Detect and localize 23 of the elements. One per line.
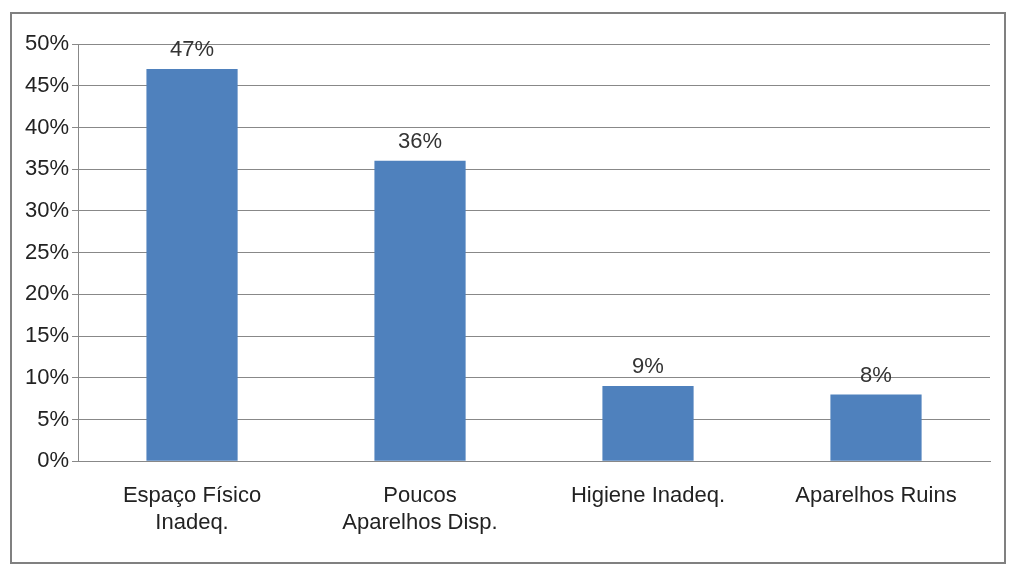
category-label: Higiene Inadeq. bbox=[570, 482, 726, 508]
bar bbox=[374, 160, 466, 461]
y-tick-label: 20% bbox=[24, 280, 70, 306]
bar bbox=[830, 394, 922, 461]
y-tick-label: 30% bbox=[24, 196, 70, 222]
y-tick-label: 45% bbox=[24, 71, 70, 97]
y-tick-label: 15% bbox=[24, 322, 70, 348]
bar bbox=[146, 69, 238, 461]
y-tick-label: 50% bbox=[24, 30, 70, 56]
y-tick-label: 25% bbox=[24, 238, 70, 264]
y-tick-label: 5% bbox=[37, 405, 70, 431]
category-label: Espaço Físico bbox=[122, 482, 262, 508]
data-label: 9% bbox=[632, 353, 664, 379]
y-tick-label: 35% bbox=[24, 155, 70, 181]
bar bbox=[602, 386, 694, 461]
y-tick-label: 10% bbox=[24, 363, 70, 389]
category-label: Aparelhos Ruins bbox=[795, 482, 957, 508]
category-label: Aparelhos Disp. bbox=[342, 508, 498, 534]
y-tick-label: 0% bbox=[37, 447, 70, 473]
y-tick-label: 40% bbox=[24, 113, 70, 139]
category-label: Inadeq. bbox=[155, 508, 229, 534]
category-label: Poucos bbox=[383, 482, 457, 508]
data-label: 36% bbox=[398, 127, 443, 153]
